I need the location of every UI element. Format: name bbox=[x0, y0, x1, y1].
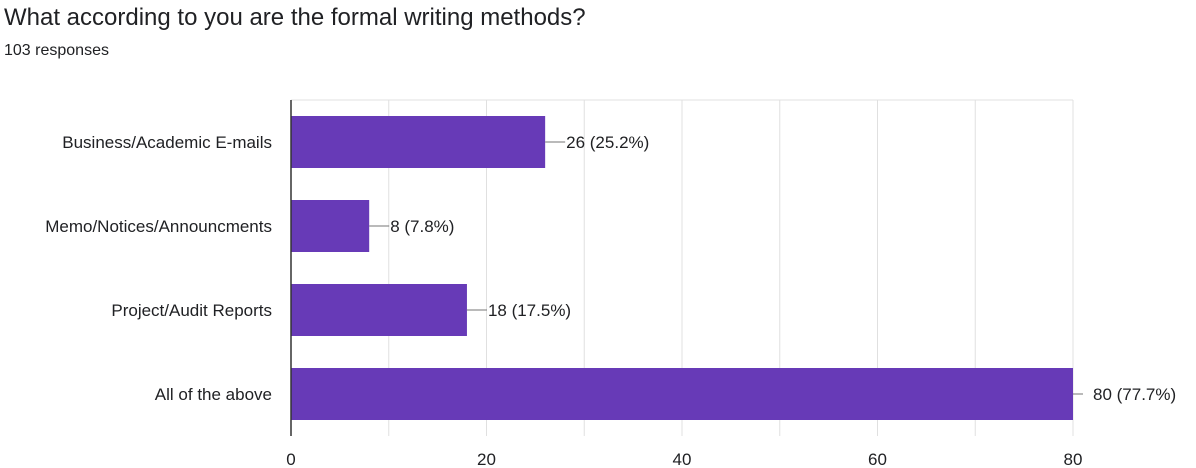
category-label: All of the above bbox=[155, 385, 272, 404]
value-label: 80 (77.7%) bbox=[1093, 385, 1176, 404]
x-tick-label: 40 bbox=[673, 450, 692, 468]
value-label: 18 (17.5%) bbox=[488, 301, 571, 320]
x-tick-label: 80 bbox=[1064, 450, 1083, 468]
bars bbox=[290, 100, 1073, 436]
category-label: Business/Academic E-mails bbox=[62, 133, 272, 152]
x-tick-label: 20 bbox=[477, 450, 496, 468]
bar bbox=[291, 200, 370, 252]
question-title: What according to you are the formal wri… bbox=[4, 4, 586, 31]
category-label: Project/Audit Reports bbox=[111, 301, 272, 320]
labels: 0 20 40 60 80 Business/Academic E-mails 26 (25… bbox=[45, 133, 1176, 468]
bar bbox=[291, 368, 1073, 420]
x-tick-label: 0 bbox=[286, 450, 295, 468]
value-label: 26 (25.2%) bbox=[566, 133, 649, 152]
bar bbox=[291, 116, 546, 168]
bar bbox=[291, 284, 467, 336]
x-tick-label: 60 bbox=[868, 450, 887, 468]
value-label: 8 (7.8%) bbox=[390, 217, 454, 236]
response-count: 103 responses bbox=[4, 42, 109, 59]
category-label: Memo/Notices/Announcments bbox=[45, 217, 272, 236]
